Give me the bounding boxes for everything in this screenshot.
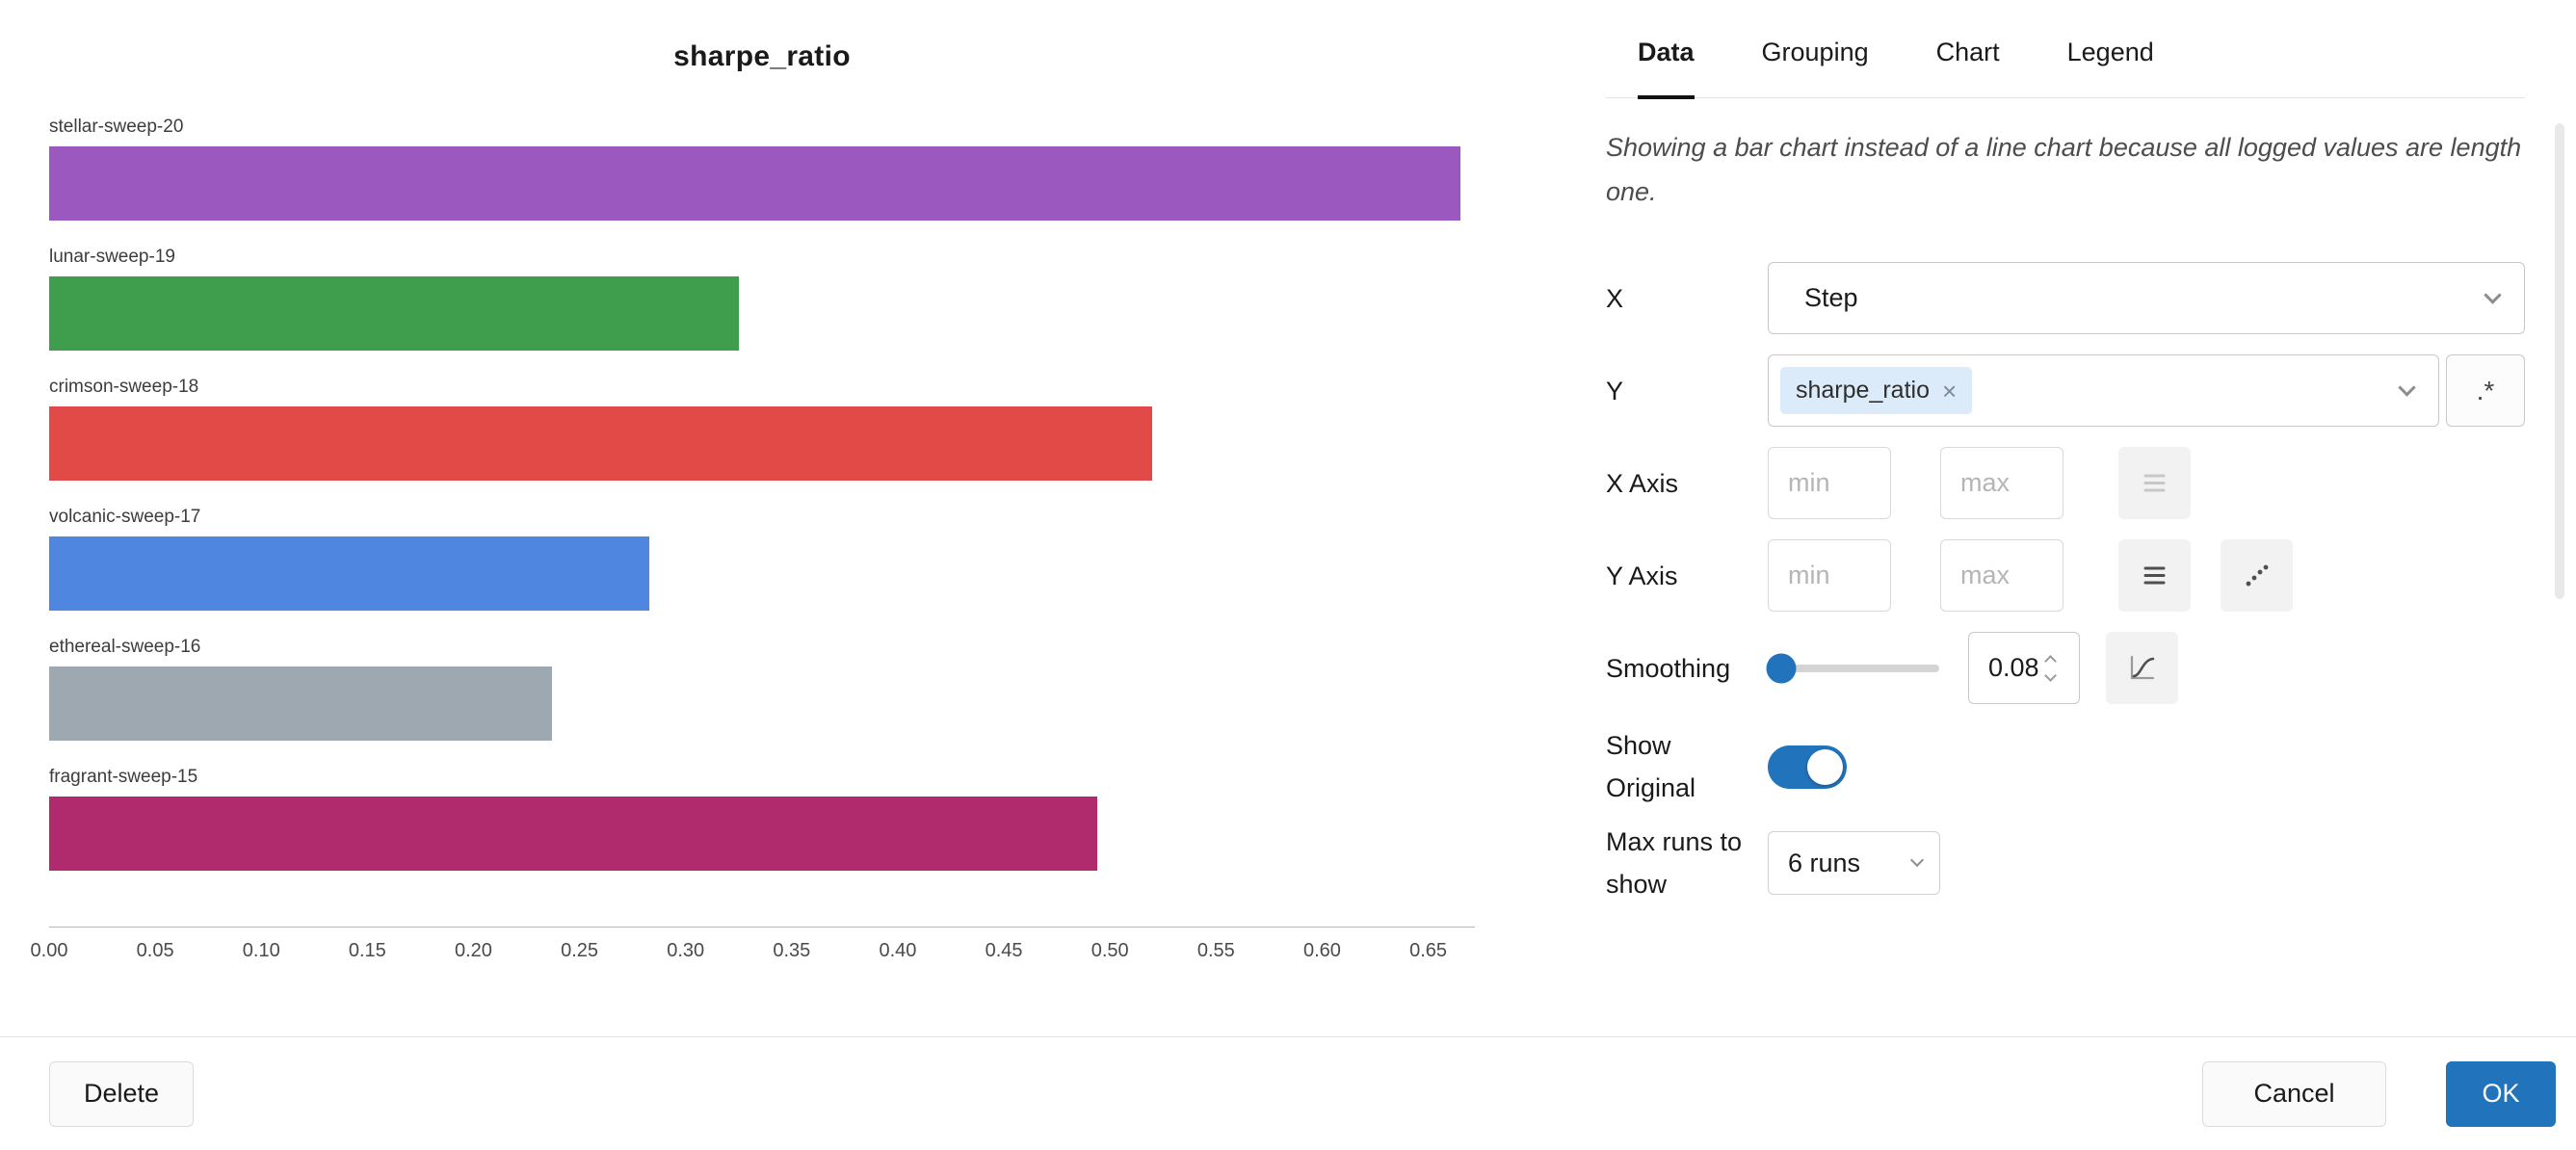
- show-original-row: Show Original: [1606, 724, 2525, 809]
- smoothing-slider-knob[interactable]: [1766, 653, 1797, 683]
- tab-grouping[interactable]: Grouping: [1761, 38, 1869, 66]
- show-original-label: Show Original: [1606, 731, 1696, 802]
- bar-chart-panel: sharpe_ratio stellar-sweep-20 lunar-sweep…: [31, 27, 1475, 969]
- x-tick-label: 0.05: [136, 940, 174, 961]
- run-row: crimson-sweep-18: [49, 376, 1475, 481]
- x-axis-row: X Axis: [1606, 447, 2525, 519]
- chart-runs: stellar-sweep-20 lunar-sweep-19 crimson-sw…: [49, 116, 1475, 871]
- y-axis-min-input[interactable]: [1768, 539, 1891, 612]
- x-tick-label: 0.00: [30, 940, 68, 961]
- run-label: fragrant-sweep-15: [49, 767, 198, 787]
- x-tick-label: 0.30: [667, 940, 705, 961]
- run-row: fragrant-sweep-15: [49, 766, 1475, 871]
- y-field-tag[interactable]: sharpe_ratio ×: [1780, 367, 1973, 414]
- run-label: ethereal-sweep-16: [49, 637, 201, 657]
- x-tick-label: 0.20: [455, 940, 492, 961]
- x-tick-label: 0.10: [242, 940, 280, 961]
- chevron-down-icon: [1909, 852, 1925, 867]
- run-row: volcanic-sweep-17: [49, 506, 1475, 611]
- delete-button[interactable]: Delete: [49, 1060, 194, 1127]
- run-bar: [49, 276, 739, 351]
- stepper-down-icon[interactable]: [2044, 668, 2057, 682]
- tab-bar: Data Grouping Chart Legend: [1606, 0, 2525, 99]
- run-label: stellar-sweep-20: [49, 117, 184, 137]
- smoothing-slider-track[interactable]: [1768, 664, 1939, 672]
- run-label: crimson-sweep-18: [49, 377, 199, 397]
- ok-button[interactable]: OK: [2446, 1060, 2556, 1127]
- y-axis-points-button[interactable]: [2221, 539, 2293, 612]
- x-tick-label: 0.40: [879, 940, 917, 961]
- y-axis-row: Y Axis: [1606, 539, 2525, 612]
- lines-icon: [2143, 474, 2166, 492]
- smoothing-label: Smoothing: [1606, 653, 1731, 683]
- run-row: ethereal-sweep-16: [49, 636, 1475, 741]
- remove-tag-icon[interactable]: ×: [1941, 376, 1958, 405]
- max-runs-select[interactable]: 6 runs: [1768, 831, 1940, 895]
- cancel-button[interactable]: Cancel: [2202, 1060, 2386, 1127]
- x-field-value: Step: [1804, 283, 1858, 312]
- run-row: lunar-sweep-19: [49, 246, 1475, 351]
- smoothing-algorithm-button[interactable]: [2106, 632, 2178, 704]
- footer-bar: Delete Cancel OK: [0, 1036, 2576, 1150]
- regex-toggle-button[interactable]: .*: [2446, 354, 2525, 427]
- max-runs-row: Max runs to show 6 runs: [1606, 821, 2525, 905]
- run-bar: [49, 406, 1153, 481]
- y-axis-log-scale-button[interactable]: [2118, 539, 2191, 612]
- toggle-knob: [1807, 748, 1843, 785]
- run-row: stellar-sweep-20: [49, 116, 1475, 221]
- chart-settings-panel: Data Grouping Chart Legend Showing a bar…: [1606, 0, 2525, 926]
- chevron-down-icon: [2398, 378, 2416, 397]
- smoothing-slider[interactable]: [1766, 632, 1939, 704]
- x-axis-label: X Axis: [1606, 468, 1679, 498]
- run-label: lunar-sweep-19: [49, 247, 175, 267]
- x-axis-log-scale-button[interactable]: [2118, 447, 2191, 519]
- x-tick-label: 0.50: [1091, 940, 1129, 961]
- y-field-tag-label: sharpe_ratio: [1796, 377, 1930, 404]
- x-axis-min-input[interactable]: [1768, 447, 1891, 519]
- smoothing-value-box: [1968, 632, 2080, 704]
- run-bar: [49, 146, 1460, 221]
- smoothing-value-input[interactable]: [1988, 653, 2044, 683]
- tab-data[interactable]: Data: [1638, 37, 1695, 99]
- x-tick-label: 0.60: [1302, 940, 1341, 961]
- run-bar: [49, 666, 552, 741]
- scrollbar[interactable]: [2555, 123, 2564, 599]
- run-label: volcanic-sweep-17: [49, 507, 201, 527]
- x-field-row: X Step: [1606, 262, 2525, 334]
- smoothing-curve-icon: [2130, 655, 2155, 680]
- tab-chart[interactable]: Chart: [1935, 38, 2000, 66]
- x-field-select[interactable]: Step: [1768, 262, 2525, 334]
- x-axis-ticks: 0.00 0.05 0.10 0.15 0.20 0.25 0.30 0.35 0.40 0.45…: [31, 927, 1475, 969]
- x-tick-label: 0.65: [1409, 940, 1448, 961]
- lines-icon: [2143, 566, 2166, 585]
- x-tick-label: 0.35: [773, 940, 811, 961]
- stepper-up-icon[interactable]: [2044, 654, 2057, 667]
- x-tick-label: 0.25: [561, 940, 599, 961]
- chevron-down-icon: [2484, 285, 2502, 304]
- chart-title: sharpe_ratio: [673, 40, 851, 72]
- y-field-label: Y: [1606, 376, 1624, 405]
- x-tick-label: 0.15: [348, 940, 386, 961]
- y-field-row: Y sharpe_ratio × .*: [1606, 354, 2525, 427]
- max-runs-label: Max runs to show: [1606, 827, 1743, 899]
- x-tick-label: 0.55: [1196, 940, 1235, 961]
- y-axis-label: Y Axis: [1606, 561, 1678, 590]
- run-bar: [49, 797, 1097, 871]
- show-original-toggle[interactable]: [1768, 745, 1847, 789]
- x-tick-label: 0.45: [985, 940, 1023, 961]
- smoothing-row: Smoothing: [1606, 632, 2525, 704]
- dots-icon: [2246, 564, 2269, 587]
- run-bar: [49, 536, 650, 611]
- y-field-select[interactable]: sharpe_ratio ×: [1768, 354, 2439, 427]
- x-axis-max-input[interactable]: [1940, 447, 2063, 519]
- bar-chart-note: Showing a bar chart instead of a line ch…: [1606, 133, 2522, 206]
- max-runs-value: 6 runs: [1788, 848, 1861, 877]
- number-stepper[interactable]: [2044, 654, 2057, 682]
- x-field-label: X: [1606, 283, 1624, 313]
- y-axis-max-input[interactable]: [1940, 539, 2063, 612]
- tab-legend[interactable]: Legend: [2066, 38, 2154, 66]
